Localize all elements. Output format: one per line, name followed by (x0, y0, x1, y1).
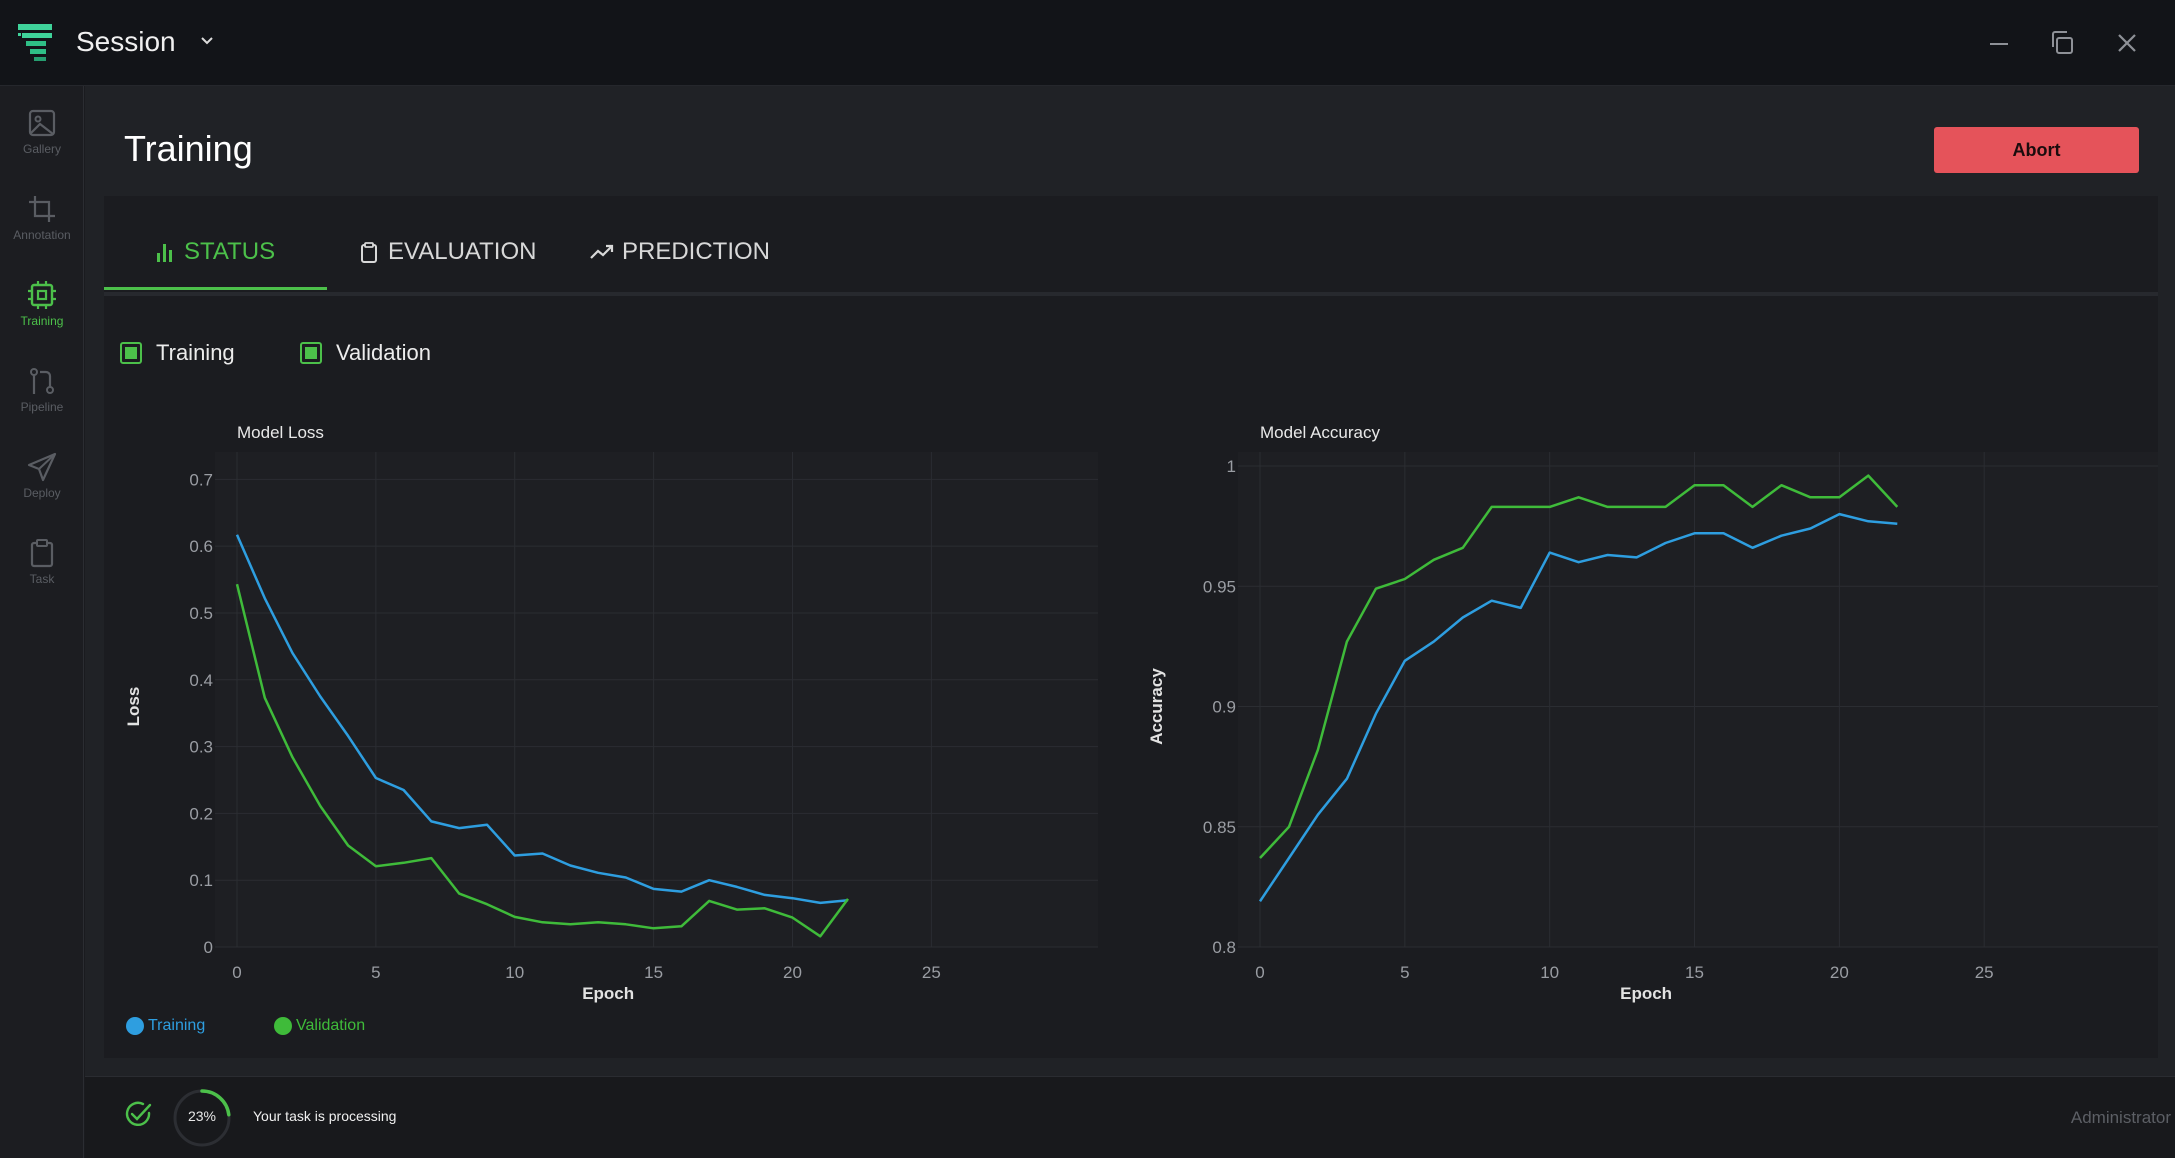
sidebar: Gallery Annotation Training Pipeline Dep… (0, 86, 84, 1158)
checkbox[interactable] (300, 342, 322, 364)
clipboard-icon (30, 539, 54, 568)
image-icon (28, 109, 56, 137)
validation-filter-checkbox[interactable]: Validation (300, 338, 431, 368)
sidebar-item-label: Pipeline (20, 400, 64, 414)
tab-status[interactable]: STATUS (154, 232, 275, 272)
page-title: Training (124, 128, 253, 169)
training-filter-checkbox[interactable]: Training (120, 338, 235, 368)
chevron-down-icon[interactable] (196, 30, 218, 52)
sidebar-item-deploy[interactable]: Deploy (0, 448, 84, 528)
sidebar-item-label: Task (29, 572, 55, 586)
sidebar-item-training[interactable]: Training (0, 276, 84, 356)
filter-label: Validation (336, 340, 431, 365)
legend-item-training[interactable]: Training (126, 1017, 205, 1035)
legend-label: Validation (296, 1017, 366, 1034)
clipboard-icon (361, 242, 377, 263)
bar-chart-icon (157, 244, 172, 262)
session-title[interactable]: Session (76, 26, 176, 57)
trend-up-icon (590, 244, 614, 259)
sidebar-item-task[interactable]: Task (0, 534, 84, 614)
crop-icon (29, 196, 55, 222)
sidebar-item-label: Annotation (13, 228, 71, 242)
progress-percent: 23% (187, 1108, 217, 1124)
sidebar-item-pipeline[interactable]: Pipeline (0, 362, 84, 442)
minimize-icon (1990, 43, 2008, 45)
tab-evaluation[interactable]: EVALUATION (358, 232, 536, 272)
restore-icon (2052, 31, 2073, 54)
active-tab-indicator (104, 287, 327, 290)
app-logo-icon (18, 24, 52, 61)
legend-dot (126, 1017, 144, 1035)
minimize-button[interactable] (1980, 24, 2018, 62)
git-pull-icon (30, 368, 54, 394)
tab-label: STATUS (184, 238, 276, 265)
send-icon (27, 452, 57, 482)
status-bar (85, 1076, 2175, 1158)
filter-label: Training (156, 340, 235, 365)
legend-dot (274, 1017, 292, 1035)
legend-item-validation[interactable]: Validation (274, 1017, 365, 1035)
sidebar-item-label: Training (20, 314, 64, 328)
abort-button[interactable]: Abort (1934, 127, 2139, 173)
progress-ring (173, 1089, 231, 1147)
tab-bar: STATUS EVALUATION PREDICTION (104, 196, 2158, 296)
check-circle-icon (125, 1101, 152, 1126)
tab-label: EVALUATION (388, 238, 537, 265)
close-icon (2118, 34, 2136, 52)
close-button[interactable] (2108, 24, 2146, 62)
status-message: Your task is processing (253, 1108, 397, 1124)
sidebar-item-gallery[interactable]: Gallery (0, 104, 84, 184)
title-bar: Session (0, 0, 2175, 86)
sidebar-item-label: Deploy (23, 486, 61, 500)
checkbox[interactable] (120, 342, 142, 364)
legend-label: Training (148, 1017, 206, 1034)
chip-icon (28, 281, 56, 309)
content-panel (104, 196, 2158, 1058)
sidebar-item-annotation[interactable]: Annotation (0, 190, 84, 270)
restore-button[interactable] (2044, 24, 2082, 62)
user-name[interactable]: Administrator (2070, 1108, 2171, 1127)
tab-prediction[interactable]: PREDICTION (590, 232, 770, 272)
sidebar-item-label: Gallery (22, 142, 61, 156)
tab-label: PREDICTION (622, 238, 771, 265)
